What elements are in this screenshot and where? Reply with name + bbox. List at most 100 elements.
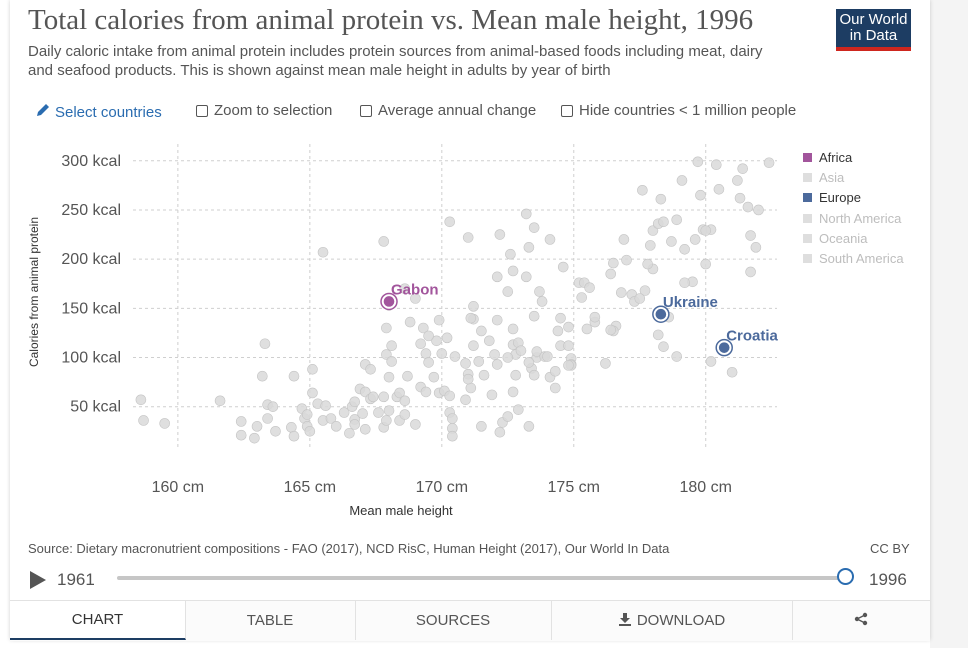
data-point[interactable] <box>679 244 690 255</box>
data-point[interactable] <box>418 322 429 334</box>
legend-item[interactable]: Europe <box>803 188 904 208</box>
data-point[interactable] <box>473 356 485 367</box>
data-point[interactable] <box>267 401 279 412</box>
data-point[interactable] <box>159 418 170 429</box>
data-point[interactable] <box>621 254 632 266</box>
data-point[interactable] <box>476 421 487 432</box>
data-point[interactable] <box>510 369 522 381</box>
data-point[interactable] <box>513 404 524 415</box>
data-point[interactable] <box>251 421 263 432</box>
tab-chart[interactable]: CHART <box>10 601 186 640</box>
tab-sources[interactable]: SOURCES <box>355 601 552 640</box>
data-point[interactable] <box>534 286 545 297</box>
data-point[interactable] <box>523 421 535 432</box>
data-point[interactable] <box>433 314 445 326</box>
data-point[interactable] <box>383 371 395 383</box>
data-point[interactable] <box>460 394 471 406</box>
data-point[interactable] <box>549 382 561 394</box>
data-point[interactable] <box>420 348 432 359</box>
data-point[interactable] <box>528 222 540 233</box>
data-point[interactable] <box>357 408 368 419</box>
data-point[interactable] <box>507 386 519 398</box>
data-point[interactable] <box>563 321 574 333</box>
data-point[interactable] <box>742 201 754 213</box>
data-point[interactable] <box>423 330 434 342</box>
data-point[interactable] <box>381 415 392 426</box>
data-point[interactable] <box>557 261 569 273</box>
data-point[interactable] <box>608 257 619 269</box>
data-point[interactable] <box>378 391 390 403</box>
data-point[interactable] <box>600 358 611 369</box>
data-point[interactable] <box>410 293 421 304</box>
data-point[interactable] <box>713 184 725 195</box>
data-point[interactable] <box>428 371 440 383</box>
data-point[interactable] <box>447 413 458 424</box>
data-point[interactable] <box>386 340 397 352</box>
data-point[interactable] <box>307 387 318 399</box>
average-annual-change-checkbox[interactable]: Average annual change <box>360 102 536 119</box>
data-point[interactable] <box>257 370 268 382</box>
data-point[interactable] <box>552 325 564 337</box>
data-point[interactable] <box>378 236 390 247</box>
data-point[interactable] <box>523 357 535 368</box>
timeline-track[interactable] <box>117 576 848 580</box>
data-point[interactable] <box>462 373 474 385</box>
data-point[interactable] <box>444 216 456 228</box>
data-point[interactable] <box>528 369 540 381</box>
timeline-handle[interactable] <box>837 568 854 585</box>
data-point[interactable] <box>325 413 337 424</box>
data-point[interactable] <box>589 311 601 323</box>
data-point[interactable] <box>491 359 503 370</box>
data-point[interactable] <box>491 271 503 283</box>
data-point[interactable] <box>576 292 587 303</box>
data-point[interactable] <box>605 268 617 280</box>
data-point[interactable] <box>367 391 379 403</box>
data-point[interactable] <box>286 422 297 433</box>
data-point[interactable] <box>460 358 471 369</box>
data-point[interactable] <box>476 325 487 337</box>
data-point[interactable] <box>710 159 722 171</box>
hide-small-countries-checkbox[interactable]: Hide countries < 1 million people <box>561 102 796 119</box>
data-point[interactable] <box>726 366 738 378</box>
owid-logo[interactable]: Our World in Data <box>836 9 911 51</box>
data-point[interactable] <box>359 424 371 435</box>
data-point[interactable] <box>642 258 653 270</box>
data-point[interactable] <box>383 405 395 416</box>
data-point[interactable] <box>652 329 664 341</box>
data-point[interactable] <box>753 204 764 216</box>
data-point[interactable] <box>259 338 271 350</box>
legend-item[interactable]: Oceania <box>803 228 904 248</box>
data-point[interactable] <box>301 409 313 420</box>
data-point[interactable] <box>320 400 331 412</box>
data-point[interactable] <box>462 232 474 243</box>
data-point[interactable] <box>637 184 648 196</box>
data-point[interactable] <box>344 427 355 439</box>
data-point[interactable] <box>235 429 247 441</box>
data-point[interactable] <box>468 340 479 352</box>
data-point[interactable] <box>689 234 701 245</box>
data-point[interactable] <box>441 332 453 344</box>
tab-table[interactable]: TABLE <box>185 601 356 640</box>
data-point[interactable] <box>584 282 595 293</box>
tab-share[interactable] <box>792 601 930 640</box>
data-point[interactable] <box>330 421 342 432</box>
zoom-to-selection-checkbox[interactable]: Zoom to selection <box>196 102 332 119</box>
data-point[interactable] <box>732 175 743 186</box>
data-point[interactable] <box>655 193 667 205</box>
data-point[interactable] <box>658 216 669 228</box>
data-point[interactable] <box>138 415 149 426</box>
data-point[interactable] <box>692 156 704 168</box>
data-point[interactable] <box>502 352 514 363</box>
data-point[interactable] <box>444 390 456 402</box>
data-point[interactable] <box>423 357 434 368</box>
data-point[interactable] <box>402 370 413 382</box>
highlighted-point[interactable] <box>655 308 667 320</box>
data-point[interactable] <box>544 234 556 245</box>
data-point[interactable] <box>745 230 756 241</box>
data-point[interactable] <box>288 370 300 382</box>
data-point[interactable] <box>745 266 756 278</box>
data-point[interactable] <box>581 323 593 335</box>
data-point[interactable] <box>502 411 514 422</box>
legend-item[interactable]: North America <box>803 208 904 228</box>
data-point[interactable] <box>404 316 416 328</box>
